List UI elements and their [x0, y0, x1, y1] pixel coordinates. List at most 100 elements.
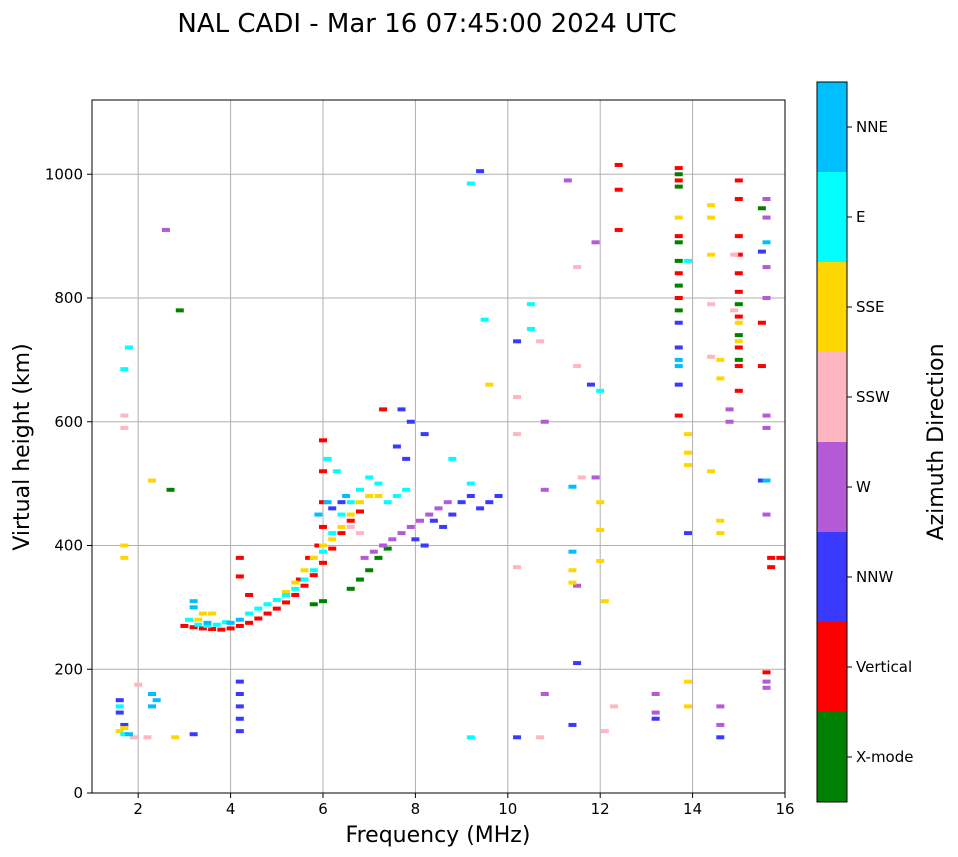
echo-point	[355, 531, 364, 536]
echo-point	[476, 169, 485, 174]
echo-point	[674, 184, 683, 189]
echo-point	[734, 302, 743, 307]
echo-point	[596, 558, 605, 563]
echo-point	[120, 413, 129, 418]
echo-point	[757, 364, 766, 369]
echo-point	[610, 704, 619, 709]
echo-point	[734, 314, 743, 319]
echo-point	[189, 599, 198, 604]
echo-point	[365, 568, 374, 573]
echo-point	[282, 589, 291, 594]
echo-point	[596, 528, 605, 533]
series-e	[115, 181, 692, 740]
echo-point	[767, 555, 776, 560]
echo-point	[235, 617, 244, 622]
echo-point	[272, 597, 281, 602]
x-tick-label: 6	[318, 800, 328, 818]
y-axis-ticks: 0 200 400 600 800 1000	[45, 165, 92, 802]
echo-point	[725, 407, 734, 412]
colorbar-tick-label: E	[856, 208, 865, 226]
echo-point	[716, 531, 725, 536]
y-tick-label: 400	[54, 537, 83, 555]
echo-point	[161, 227, 170, 232]
echo-point	[282, 593, 291, 597]
echo-point	[374, 494, 383, 498]
echo-point	[716, 722, 725, 727]
x-tick-label: 2	[133, 800, 143, 818]
echo-point	[683, 450, 692, 455]
echo-point	[411, 537, 420, 542]
echo-point	[513, 565, 522, 570]
echo-point	[573, 661, 582, 666]
echo-point	[120, 722, 129, 727]
echo-point	[707, 215, 716, 220]
echo-point	[314, 543, 323, 548]
echo-point	[402, 456, 411, 461]
echo-point	[762, 296, 771, 300]
x-tick-label: 8	[411, 800, 421, 818]
echo-point	[369, 549, 378, 554]
echo-point	[734, 345, 743, 350]
echo-point	[573, 583, 582, 588]
echo-point	[683, 679, 692, 684]
echo-point	[189, 605, 198, 610]
echo-point	[707, 203, 716, 208]
echo-point	[148, 704, 157, 709]
echo-point	[355, 487, 364, 492]
echo-point	[300, 577, 309, 582]
azimuth-colorbar: X-mode Vertical NNW W SSW SSE E NNE	[816, 81, 913, 803]
series-x-mode	[166, 172, 766, 607]
echo-point	[762, 215, 771, 220]
echo-point	[235, 623, 244, 628]
echo-point	[245, 611, 254, 616]
x-tick-label: 14	[683, 800, 702, 818]
y-tick-label: 1000	[45, 165, 83, 183]
echo-point	[365, 475, 374, 480]
echo-point	[171, 735, 180, 740]
echo-point	[245, 620, 254, 625]
colorbar-tick-label: Vertical	[856, 658, 912, 676]
echo-point	[707, 469, 716, 474]
echo-point	[342, 494, 351, 498]
echo-point	[208, 611, 217, 616]
echo-point	[651, 710, 660, 715]
echo-marks	[115, 162, 785, 740]
echo-point	[383, 500, 392, 505]
echo-point	[115, 710, 124, 715]
echo-point	[120, 732, 129, 737]
echo-point	[319, 500, 327, 505]
echo-point	[235, 704, 244, 709]
echo-point	[300, 583, 309, 588]
echo-point	[734, 320, 743, 325]
echo-point	[346, 586, 355, 591]
echo-point	[420, 432, 429, 437]
echo-point	[346, 524, 355, 529]
echo-point	[134, 682, 143, 687]
echo-point	[734, 333, 743, 338]
echo-point	[217, 627, 226, 632]
echo-point	[707, 252, 716, 257]
echo-point	[716, 735, 725, 740]
echo-point	[194, 622, 203, 627]
echo-point	[148, 478, 157, 483]
echo-point	[374, 481, 383, 486]
echo-point	[221, 620, 230, 625]
grid-lines	[92, 100, 786, 794]
echo-point	[707, 302, 716, 307]
series-sse	[115, 203, 743, 740]
echo-point	[716, 518, 725, 523]
echo-point	[513, 395, 522, 399]
echo-point	[355, 500, 364, 505]
echo-point	[235, 716, 244, 721]
echo-point	[734, 178, 743, 183]
echo-point	[762, 512, 771, 517]
echo-point	[674, 166, 683, 171]
echo-point	[235, 692, 244, 696]
echo-point	[355, 509, 364, 514]
echo-point	[337, 512, 346, 517]
echo-point	[734, 339, 743, 344]
echo-point	[319, 549, 327, 554]
echo-point	[448, 512, 457, 517]
y-tick-label: 800	[54, 289, 83, 307]
